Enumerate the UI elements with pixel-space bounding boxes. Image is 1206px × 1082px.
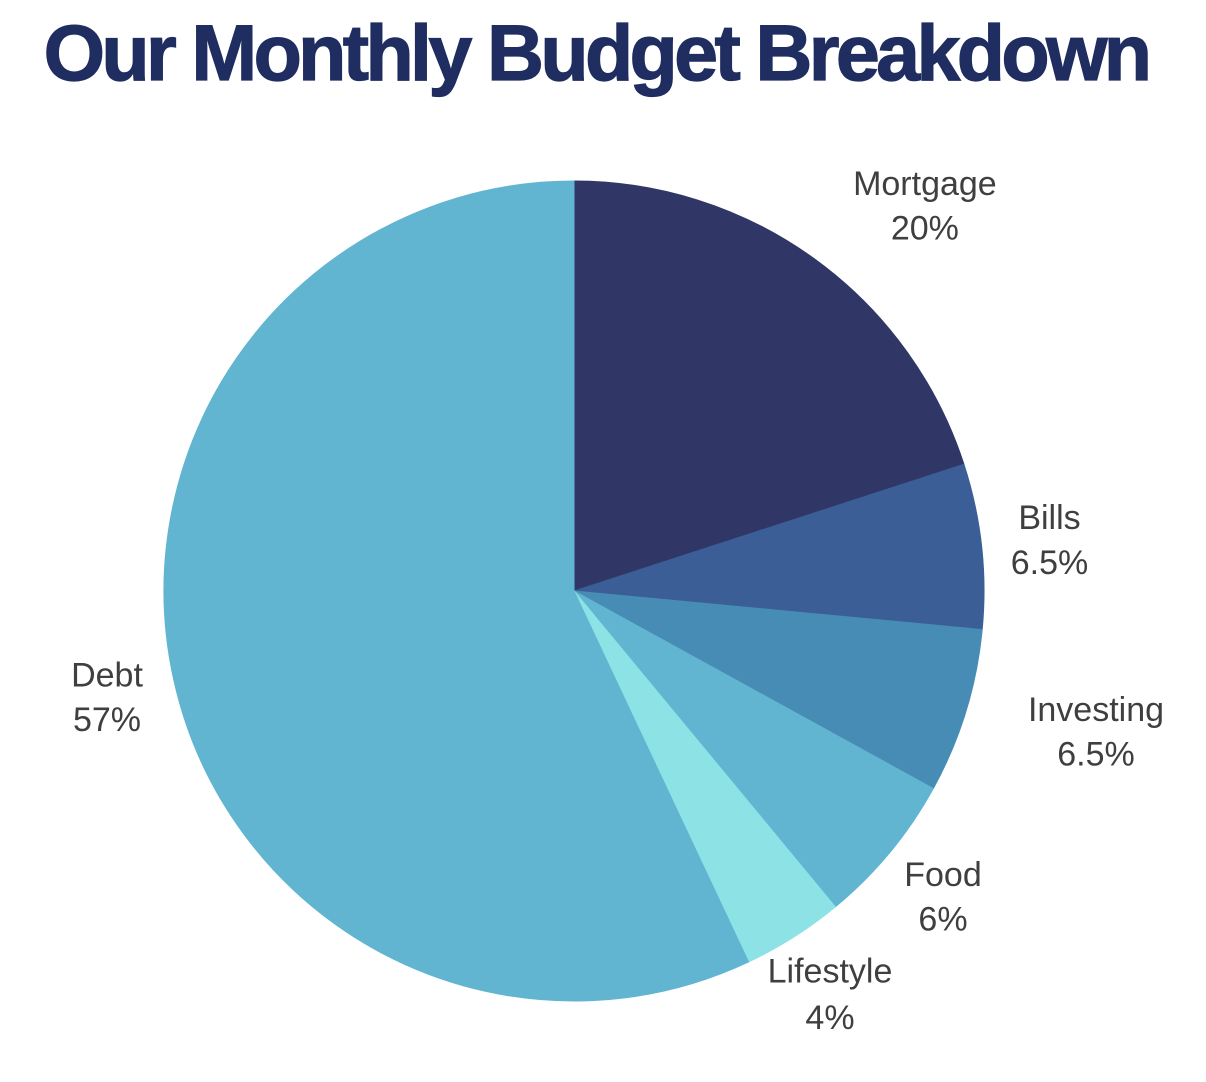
svg-text:Food: Food xyxy=(904,856,982,894)
svg-text:Investing: Investing xyxy=(1028,691,1164,729)
svg-text:57%: 57% xyxy=(73,701,141,739)
svg-text:6%: 6% xyxy=(918,901,967,939)
svg-text:Bills: Bills xyxy=(1018,499,1080,537)
svg-text:20%: 20% xyxy=(891,210,959,248)
svg-text:6.5%: 6.5% xyxy=(1011,544,1089,582)
svg-text:Lifestyle: Lifestyle xyxy=(768,953,893,991)
svg-text:Debt: Debt xyxy=(71,657,143,695)
svg-text:Mortgage: Mortgage xyxy=(853,165,997,203)
svg-text:4%: 4% xyxy=(805,999,854,1037)
svg-text:6.5%: 6.5% xyxy=(1057,736,1135,774)
